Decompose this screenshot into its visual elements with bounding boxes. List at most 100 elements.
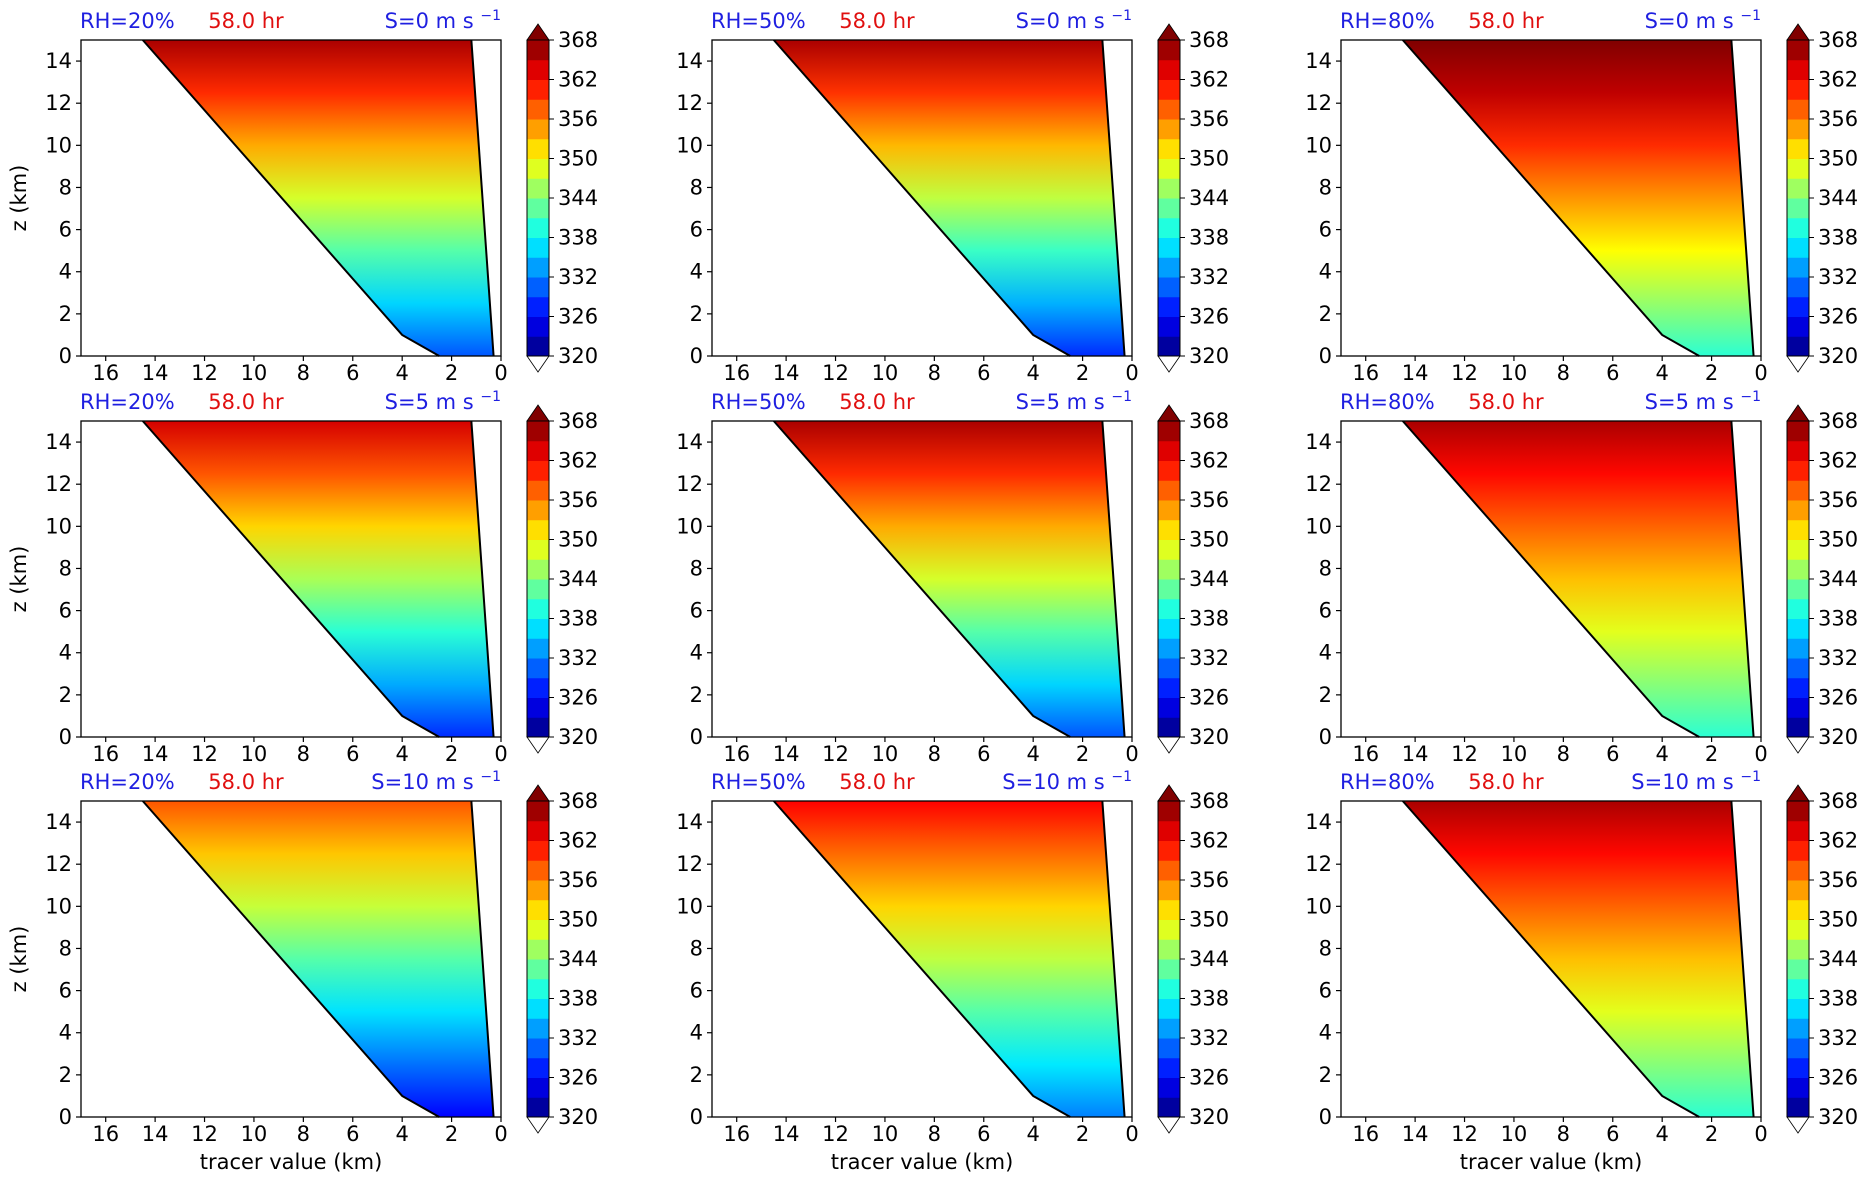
colorbar-band [1158, 880, 1180, 901]
colorbar-band [1158, 860, 1180, 881]
colorbar-band [1158, 158, 1180, 179]
colorbar-tick-label: 320 [1189, 1105, 1229, 1129]
x-tick-label: 12 [191, 742, 218, 766]
colorbar-tick-label: 368 [1189, 28, 1229, 52]
y-tick-label: 8 [59, 936, 72, 960]
axes-frame [1340, 420, 1762, 738]
colorbar-tick-label: 344 [1189, 186, 1229, 210]
shear-label: S=10 m s −1 [371, 769, 501, 794]
colorbar-tick-label: 356 [1818, 868, 1858, 892]
x-tick-label: 10 [241, 742, 268, 766]
contour-line [142, 800, 495, 1118]
x-tick-label: 10 [1501, 1122, 1528, 1146]
x-tick-label: 10 [241, 361, 268, 385]
colorbar-band [527, 119, 549, 140]
colorbar: 368 362 356 350 344 338 332 326 320 [1786, 23, 1858, 373]
y-tick-label: 6 [1319, 218, 1332, 242]
colorbar-band [527, 899, 549, 920]
axes-frame [80, 39, 502, 357]
colorbar-extend-max [526, 784, 550, 802]
panel-5: 16 14 12 10 8 6 4 2 0 0 2 4 6 8 10 12 14 RH=50% 58.0 hr S=5… [676, 389, 1229, 766]
colorbar-band [527, 460, 549, 481]
x-tick-label: 12 [822, 361, 849, 385]
colorbar-band [1787, 138, 1809, 159]
colorbar-band [1158, 336, 1180, 357]
colorbar-tick-label: 356 [1189, 107, 1229, 131]
y-tick-label: 14 [676, 810, 703, 834]
axes-frame [711, 420, 1133, 738]
colorbar-band [527, 860, 549, 881]
y-tick-label: 2 [1319, 683, 1332, 707]
colorbar-band [1787, 559, 1809, 580]
x-tick-label: 4 [395, 361, 408, 385]
colorbar-tick-label: 356 [1818, 488, 1858, 512]
y-tick-label: 14 [45, 810, 72, 834]
colorbar-band [1158, 978, 1180, 999]
y-tick-label: 0 [690, 1105, 703, 1129]
colorbar-band [527, 1077, 549, 1098]
y-tick-label: 12 [1305, 472, 1332, 496]
colorbar-band [1158, 500, 1180, 521]
y-tick-label: 10 [45, 894, 72, 918]
colorbar: 368 362 356 350 344 338 332 326 320 [526, 784, 598, 1134]
colorbar-band [1158, 1077, 1180, 1098]
colorbar-band [527, 598, 549, 619]
y-tick-label: 8 [1319, 175, 1332, 199]
x-tick-label: 12 [1451, 361, 1478, 385]
colorbar: 368 362 356 350 344 338 332 326 320 [1786, 784, 1858, 1134]
y-tick-label: 4 [690, 260, 703, 284]
colorbar-tick-label: 326 [1818, 1066, 1858, 1090]
x-tick-label: 6 [346, 361, 359, 385]
colorbar-band [1787, 998, 1809, 1019]
y-tick-label: 6 [59, 979, 72, 1003]
shear-label: S=10 m s −1 [1631, 769, 1761, 794]
theta-field [142, 421, 494, 737]
colorbar-tick-label: 344 [558, 947, 598, 971]
x-tick-label: 10 [1501, 742, 1528, 766]
rh-label: RH=50% [711, 770, 806, 794]
colorbar-band [1158, 198, 1180, 219]
colorbar-tick-label: 332 [1818, 265, 1858, 289]
x-tick-label: 12 [822, 1122, 849, 1146]
x-tick-label: 0 [494, 742, 507, 766]
y-axis-label: z (km) [7, 546, 31, 613]
x-tick-label: 8 [1557, 361, 1570, 385]
theta-field [773, 421, 1125, 737]
colorbar-band [1158, 717, 1180, 738]
y-tick-label: 14 [1305, 49, 1332, 73]
colorbar-band [527, 959, 549, 980]
colorbar-band [1158, 598, 1180, 619]
colorbar-tick-label: 350 [1818, 147, 1858, 171]
x-tick-label: 2 [1705, 361, 1718, 385]
colorbar-extend-max [1157, 23, 1181, 41]
colorbar-tick-label: 332 [558, 1026, 598, 1050]
y-tick-label: 10 [676, 894, 703, 918]
x-tick-label: 8 [297, 361, 310, 385]
y-tick-label: 12 [676, 852, 703, 876]
colorbar-band [1787, 500, 1809, 521]
colorbar-band [1158, 998, 1180, 1019]
x-tick-label: 6 [346, 742, 359, 766]
colorbar-band [527, 880, 549, 901]
contour-line [773, 420, 1126, 738]
x-tick-label: 4 [1026, 1122, 1039, 1146]
theta-field [773, 801, 1125, 1117]
colorbar-band [1787, 217, 1809, 238]
colorbar-tick-label: 326 [1818, 305, 1858, 329]
x-tick-label: 6 [1606, 361, 1619, 385]
panel-4: 16 14 12 10 8 6 4 2 0 0 2 4 6 8 10 12 14 RH=20% 58.0 hr S=5… [7, 389, 598, 766]
colorbar-band [1787, 519, 1809, 540]
colorbar-tick-label: 368 [1818, 789, 1858, 813]
y-tick-label: 8 [59, 175, 72, 199]
rh-label: RH=20% [80, 390, 175, 414]
colorbar-tick-label: 368 [1189, 409, 1229, 433]
y-tick-label: 12 [676, 91, 703, 115]
colorbar-band [1158, 919, 1180, 940]
shear-label: S=0 m s −1 [385, 8, 501, 33]
axes-frame [80, 800, 502, 1118]
colorbar-band [1158, 99, 1180, 120]
colorbar-band [527, 697, 549, 718]
theta-field [142, 801, 494, 1117]
colorbar-band [527, 257, 549, 278]
colorbar-extend-min [1786, 355, 1810, 373]
